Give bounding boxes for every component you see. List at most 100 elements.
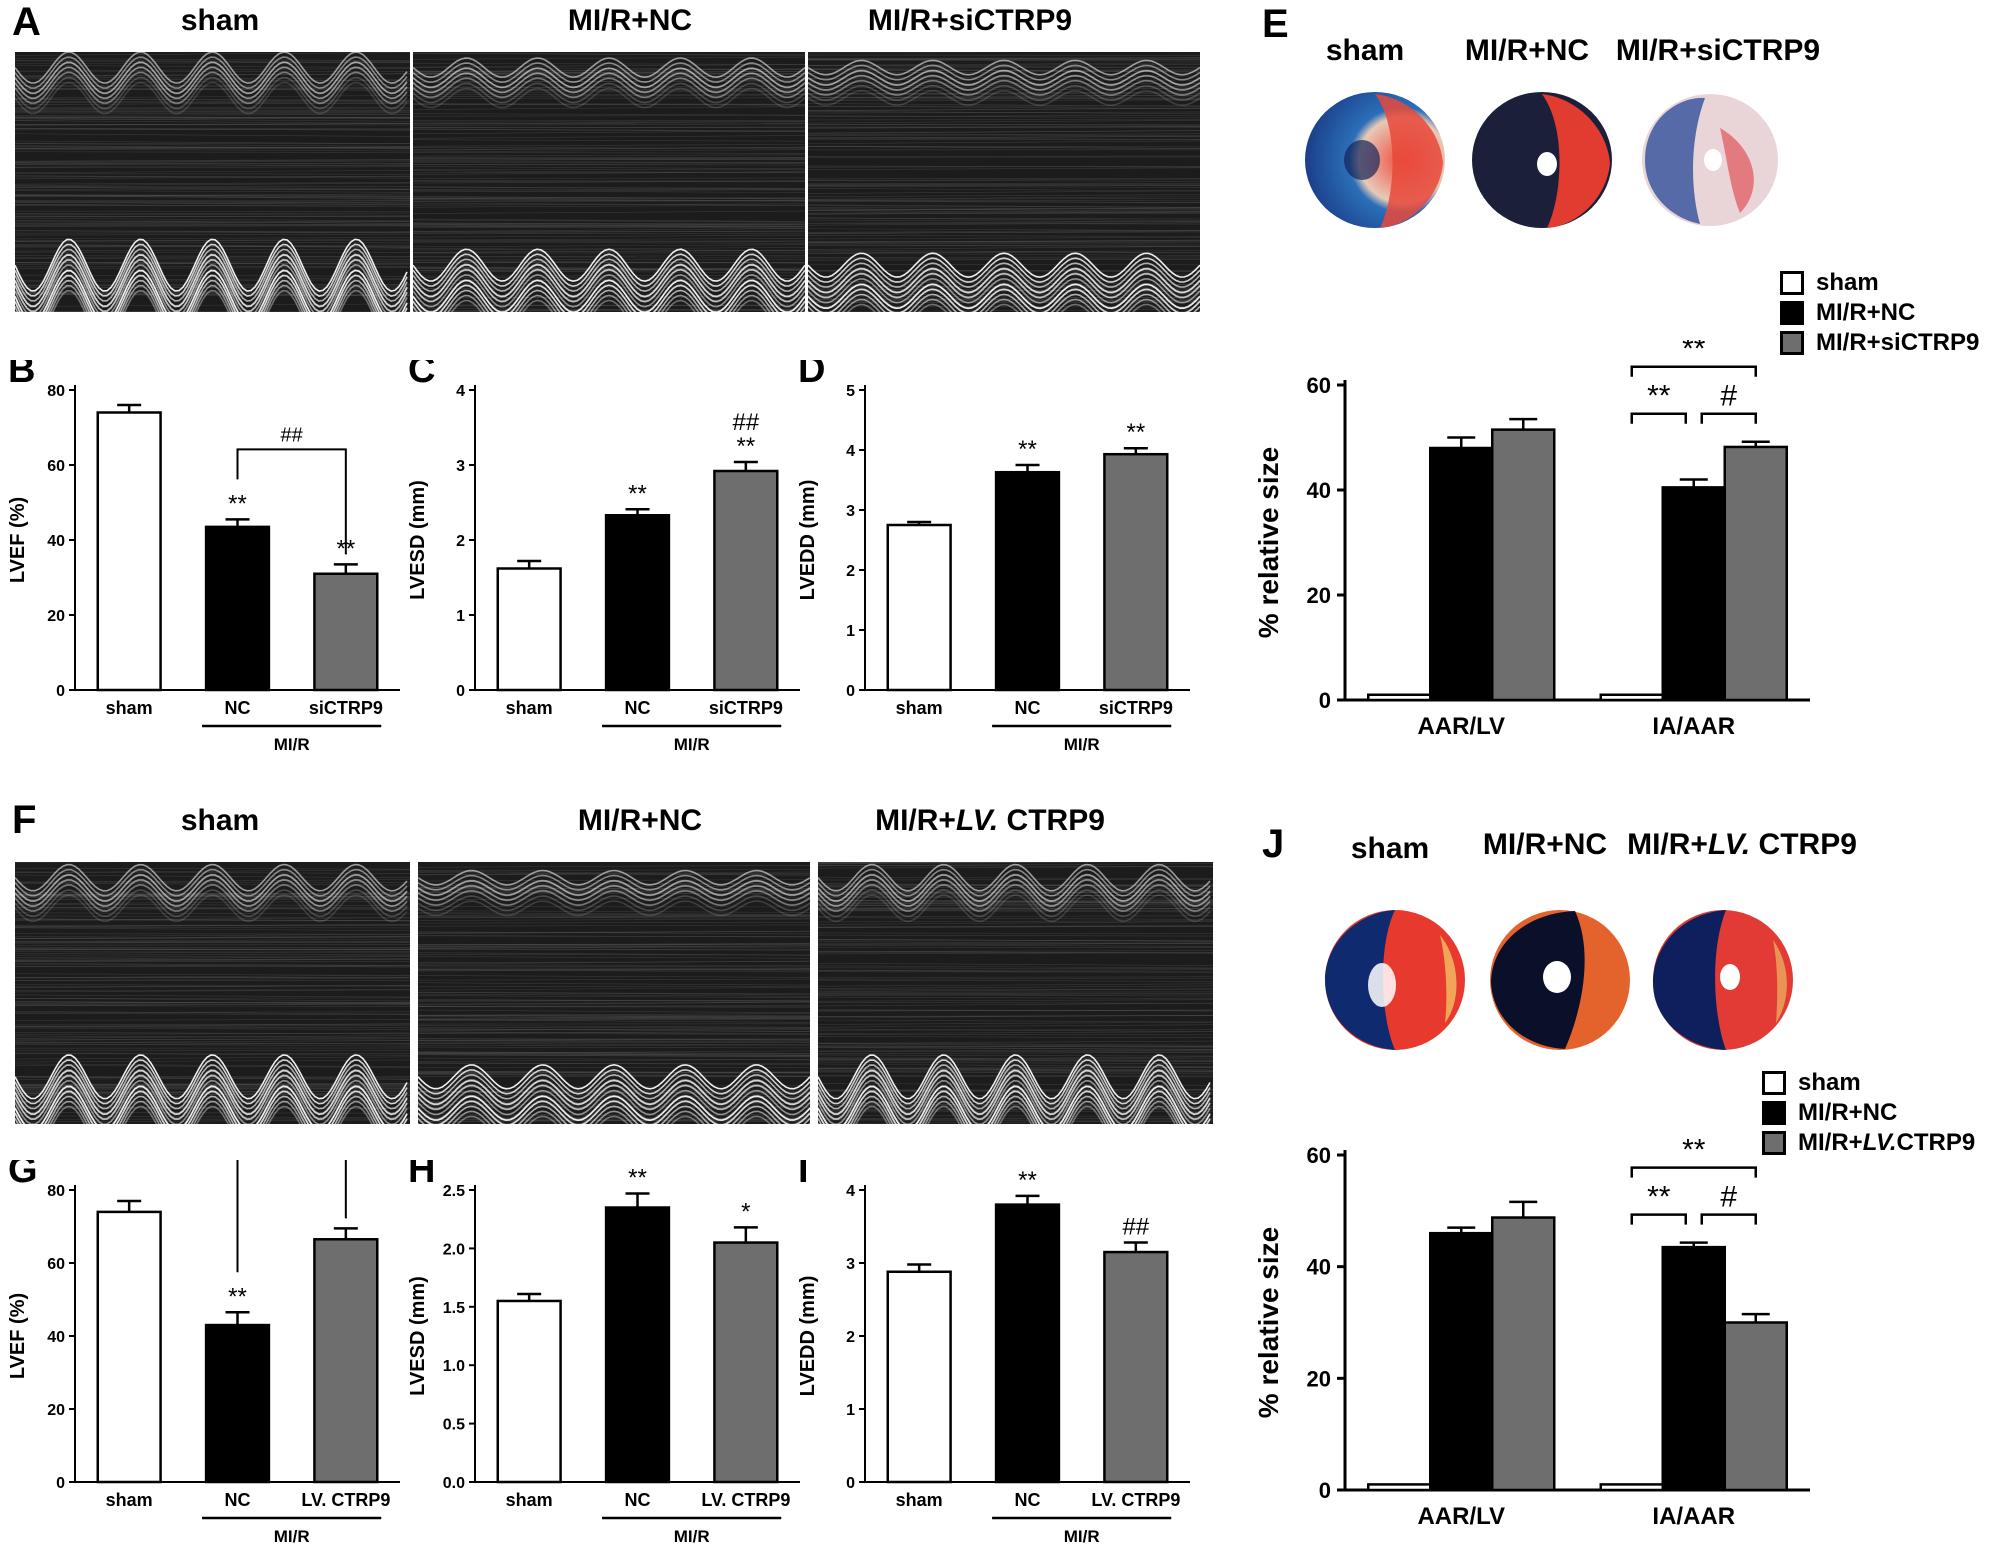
comparison-bracket: [236, 448, 347, 555]
echo-speckle: [15, 140, 410, 145]
echo-wall-trace: [15, 71, 408, 105]
echo-speckle: [808, 196, 1200, 200]
echo-speckle: [808, 229, 1200, 233]
y-tick-label: 1: [456, 608, 465, 625]
echo-image-nc-a: [413, 52, 805, 312]
y-tick-label: 0.5: [443, 1417, 465, 1434]
x-tick-label: siCTRP9: [1099, 698, 1173, 718]
echo-wall-trace: [808, 252, 1200, 279]
x-tick-label: sham: [106, 1490, 153, 1510]
echo-speckle: [818, 1115, 1213, 1117]
echo-speckle: [818, 999, 1213, 1002]
echo-speckle: [418, 913, 810, 916]
echo-speckle: [818, 996, 1213, 999]
echo-speckle: [818, 1118, 1213, 1121]
echo-speckle: [413, 86, 805, 89]
echo-speckle: [15, 110, 410, 113]
echo-speckle: [15, 303, 410, 307]
echo-wall-trace: [818, 884, 1211, 913]
echo-speckle: [15, 989, 410, 993]
echo-speckle: [808, 145, 1200, 148]
echo-speckle: [15, 903, 410, 906]
echo-image-sham-f: [15, 862, 410, 1124]
echo-wall-trace: [413, 263, 805, 298]
echo-speckle: [15, 977, 410, 981]
echo-wall-trace: [808, 89, 1200, 107]
x-tick-label: AAR/LV: [1417, 1503, 1505, 1530]
echo-speckle: [808, 75, 1200, 79]
echo-wall-trace: [808, 277, 1200, 304]
echo-speckle: [15, 84, 410, 87]
legend-label-si-e: MI/R+siCTRP9: [1816, 329, 1980, 356]
echo-speckle: [15, 133, 410, 137]
significance-mark: **: [228, 1283, 247, 1310]
echo-wall-trace: [15, 879, 408, 908]
echo-speckle: [818, 901, 1213, 905]
y-tick-label: 2: [456, 533, 465, 550]
echo-image-si-a: [808, 52, 1200, 312]
bar-sham: [886, 523, 952, 692]
echo-speckle: [15, 190, 410, 193]
echo-speckle: [15, 164, 410, 166]
echo-speckle: [413, 275, 805, 277]
heart-title-lv-j: MI/R+LV. CTRP9: [1622, 828, 1862, 862]
echo-speckle: [818, 889, 1213, 891]
legend-swatch-nc-j: [1762, 1101, 1786, 1125]
echo-speckle: [818, 976, 1213, 978]
panel-label-f: F: [12, 798, 37, 842]
bar-mi-r-sictrp9-ia-aar: [1723, 445, 1788, 702]
echo-speckle: [413, 171, 805, 174]
echo-speckle: [15, 146, 410, 149]
bar-sham: [496, 1299, 562, 1484]
echo-speckle: [808, 207, 1200, 211]
echo-speckle: [15, 912, 410, 915]
y-axis-label: LVEDD (mm): [797, 480, 819, 601]
echo-speckle: [413, 202, 805, 206]
echo-speckle: [15, 241, 410, 244]
echo-speckle: [15, 222, 410, 226]
echo-speckle: [808, 133, 1200, 136]
echo-wall-trace: [818, 1054, 1211, 1100]
echo-speckle: [413, 234, 805, 238]
echo-wall-trace: [413, 77, 805, 99]
y-tick-label: 60: [47, 1256, 65, 1273]
echo-speckle: [418, 978, 810, 981]
bracket-label: **: [1682, 340, 1706, 366]
y-tick-label: 1.0: [443, 1358, 465, 1375]
echo-speckle: [413, 71, 805, 74]
echo-wall-trace: [15, 1069, 408, 1116]
echo-speckle: [818, 979, 1213, 982]
echo-speckle: [418, 897, 810, 901]
echo-wall-trace: [418, 1105, 810, 1124]
bar-nc: [994, 1203, 1061, 1484]
echo-wall-trace: [15, 238, 408, 292]
panel-label-e: E: [1262, 2, 1289, 46]
echo-speckle: [808, 130, 1200, 134]
echo-speckle: [15, 974, 410, 979]
echo-title-lv-f-suffix: CTRP9: [998, 804, 1105, 837]
echo-wall-trace: [15, 56, 408, 89]
echo-wall-trace: [15, 1090, 408, 1124]
echo-speckle: [15, 895, 410, 899]
echo-speckle: [15, 989, 410, 992]
echo-speckle: [15, 956, 410, 960]
echo-wall-trace: [808, 69, 1200, 87]
echo-speckle: [818, 988, 1213, 991]
echo-wall-trace: [418, 885, 810, 902]
significance-mark: *: [741, 1198, 750, 1225]
echo-speckle: [818, 994, 1213, 997]
echo-wall-trace: [413, 284, 805, 312]
echo-speckle: [418, 931, 810, 935]
echo-wall-trace: [818, 874, 1211, 903]
bar-sham-ia-aar: [1599, 1483, 1664, 1492]
echo-wall-trace: [15, 259, 408, 312]
echo-wall-trace: [418, 879, 810, 896]
legend-label-sham-j: sham: [1798, 1069, 1861, 1096]
y-tick-label: 2.0: [443, 1241, 465, 1258]
heart-title-lv-j-italic: LV.: [1707, 828, 1751, 861]
echo-speckle: [413, 154, 805, 157]
echo-title-sham-f: sham: [180, 804, 260, 837]
echo-speckle: [818, 992, 1213, 997]
echo-speckle: [15, 212, 410, 214]
